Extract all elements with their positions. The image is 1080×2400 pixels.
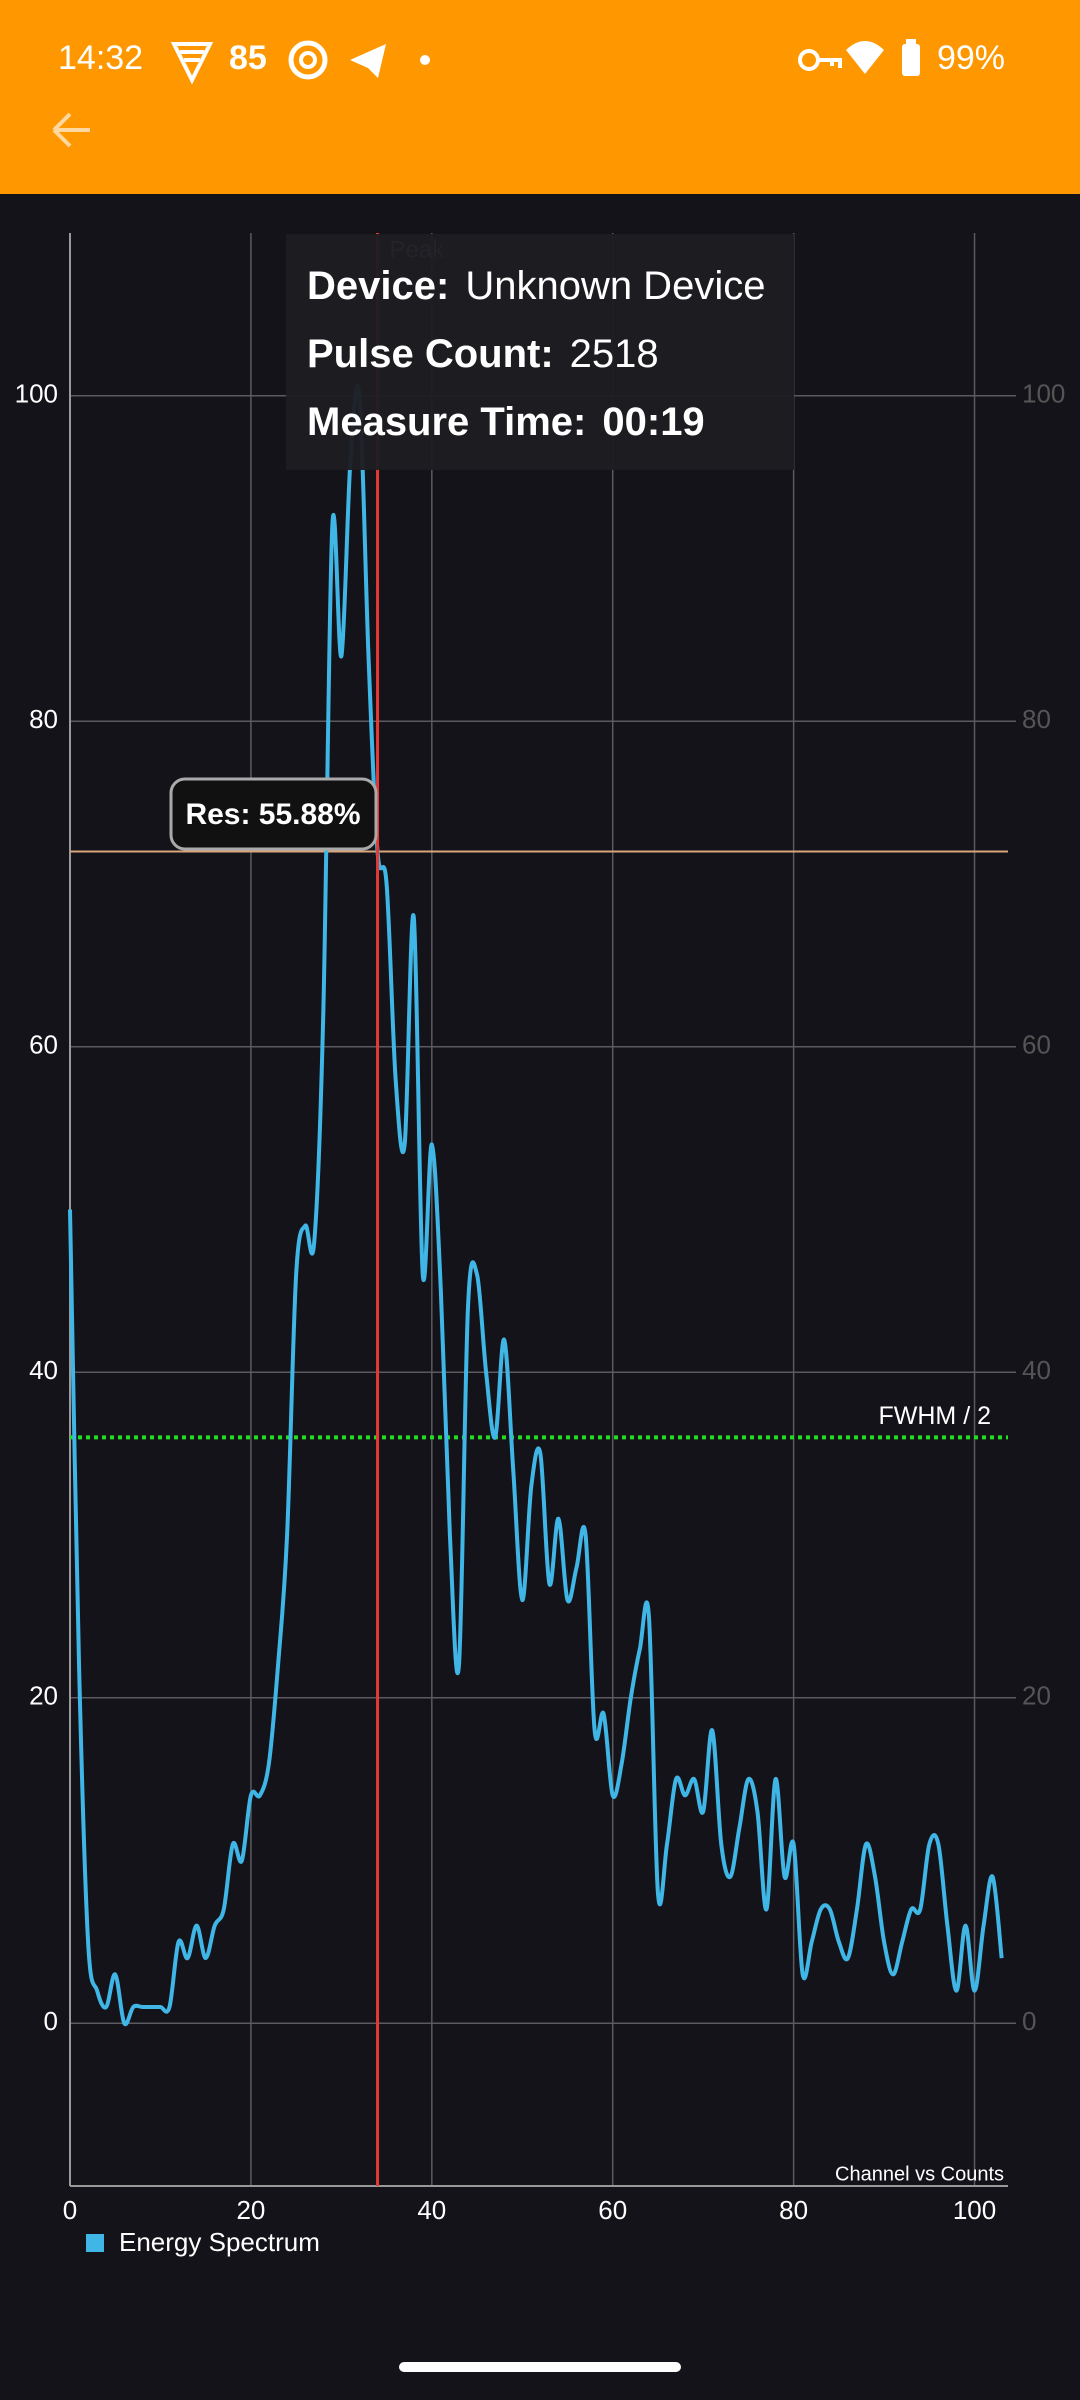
icon-battery bbox=[902, 44, 920, 76]
status-count: 85 bbox=[229, 39, 267, 77]
status-time: 14:32 bbox=[58, 39, 143, 77]
back-button[interactable] bbox=[52, 112, 90, 148]
y-tick-label: 20 bbox=[29, 1681, 58, 1711]
info-value: 00:19 bbox=[602, 400, 704, 444]
y-tick-label: 0 bbox=[44, 2006, 58, 2036]
icon-battery-tip bbox=[906, 39, 916, 45]
legend-label: Energy Spectrum bbox=[119, 2227, 320, 2257]
x-tick-label: 60 bbox=[598, 2195, 627, 2225]
icon-app bbox=[288, 40, 328, 80]
y-tick-label: 80 bbox=[29, 704, 58, 734]
x-tick-label: 20 bbox=[236, 2195, 265, 2225]
y2-tick-label: 60 bbox=[1022, 1030, 1051, 1060]
info-value: Unknown Device bbox=[465, 264, 765, 308]
y-tick-label: 40 bbox=[29, 1355, 58, 1385]
app-bar bbox=[0, 0, 1080, 194]
status-battery: 99% bbox=[937, 39, 1005, 77]
chart-annotation: Channel vs Counts bbox=[835, 2163, 1004, 2185]
y2-tick-label: 80 bbox=[1022, 704, 1051, 734]
x-tick-label: 100 bbox=[953, 2195, 996, 2225]
fwhm-label: FWHM / 2 bbox=[879, 1402, 992, 1430]
series-line bbox=[68, 384, 1004, 2027]
info-row: Pulse Count: 2518 bbox=[307, 332, 659, 376]
icon-dot bbox=[420, 55, 430, 65]
y2-tick-label: 40 bbox=[1022, 1355, 1051, 1385]
icon-key bbox=[798, 49, 842, 71]
info-row: Measure Time: 00:19 bbox=[307, 400, 705, 444]
x-tick-label: 80 bbox=[779, 2195, 808, 2225]
info-row: Device: Unknown Device bbox=[307, 264, 765, 308]
icon-vpn bbox=[170, 42, 214, 85]
info-box bbox=[286, 234, 794, 470]
home-indicator[interactable] bbox=[399, 2362, 681, 2372]
y2-tick-label: 20 bbox=[1022, 1681, 1051, 1711]
y2-tick-label: 100 bbox=[1022, 379, 1065, 409]
res-badge bbox=[169, 777, 378, 851]
chart: 0 20 40 60 80 100 0 20 40 60 80 100 0 20 40 60 80 100 FWHM… bbox=[15, 233, 1065, 2257]
icon-app-inner bbox=[299, 51, 317, 69]
x-tick-label: 40 bbox=[417, 2195, 446, 2225]
y-tick-label: 100 bbox=[15, 379, 58, 409]
info-label: Device: bbox=[307, 264, 449, 308]
y2-tick-label: 0 bbox=[1022, 2006, 1036, 2036]
plot-area bbox=[70, 233, 1008, 2186]
info-label: Measure Time: bbox=[307, 400, 586, 444]
icon-wifi bbox=[846, 41, 884, 74]
y-tick-label: 60 bbox=[29, 1030, 58, 1060]
legend-swatch bbox=[86, 2234, 104, 2252]
info-label: Pulse Count: bbox=[307, 332, 554, 376]
x-tick-label: 0 bbox=[63, 2195, 77, 2225]
icon-telegram bbox=[350, 44, 386, 78]
info-value: 2518 bbox=[570, 332, 659, 376]
res-label: Res: 55.88% bbox=[185, 798, 360, 831]
